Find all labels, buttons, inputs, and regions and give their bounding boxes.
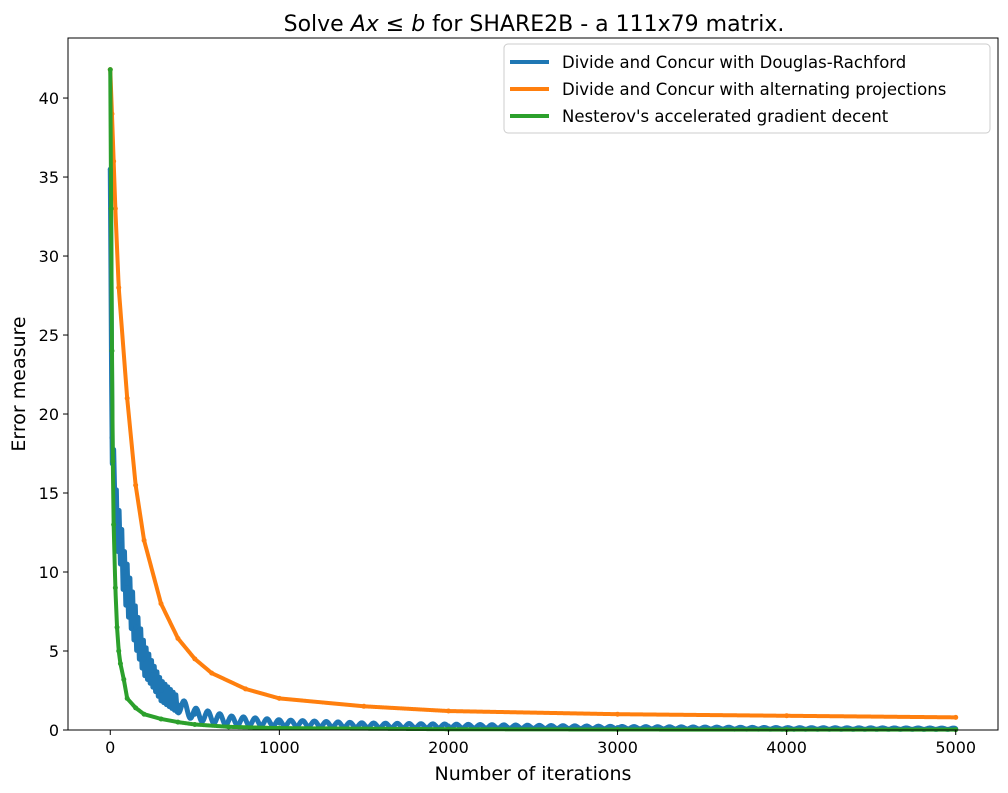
y-axis-ticks: 0 5 10 15 20 25 30 35 40 xyxy=(39,89,68,740)
data-point-alternating-projections xyxy=(158,601,164,607)
data-point-alternating-projections xyxy=(141,537,147,543)
y-tick-label: 25 xyxy=(39,326,59,345)
data-point-nesterov xyxy=(192,721,198,727)
data-point-alternating-projections xyxy=(784,713,790,719)
data-point-douglas-rachford xyxy=(158,688,164,693)
plot-lines xyxy=(107,67,959,733)
x-tick-label: 5000 xyxy=(935,738,976,757)
data-point-alternating-projections xyxy=(116,285,122,291)
data-point-douglas-rachford xyxy=(226,718,232,724)
x-tick-label: 1000 xyxy=(259,738,300,757)
legend-frame xyxy=(503,43,991,134)
data-point-douglas-rachford xyxy=(117,537,123,543)
data-point-nesterov xyxy=(226,724,232,730)
data-point-alternating-projections xyxy=(615,711,621,717)
x-tick-label: 0 xyxy=(105,738,115,757)
data-point-nesterov xyxy=(107,67,113,73)
y-tick-label: 0 xyxy=(49,721,59,740)
data-point-nesterov xyxy=(158,716,164,722)
data-point-alternating-projections xyxy=(175,635,181,641)
data-point-douglas-rachford xyxy=(361,722,367,728)
data-point-alternating-projections xyxy=(209,670,215,676)
data-point-nesterov xyxy=(114,624,120,630)
data-point-douglas-rachford xyxy=(141,656,147,662)
data-point-alternating-projections xyxy=(124,395,130,401)
data-point-nesterov xyxy=(116,648,122,654)
x-axis-ticks: 0 1000 2000 3000 4000 5000 xyxy=(105,730,976,757)
data-point-nesterov xyxy=(110,458,116,464)
data-point-nesterov xyxy=(111,522,117,528)
data-point-douglas-rachford xyxy=(124,585,130,591)
data-point-douglas-rachford xyxy=(150,672,156,678)
data-point-nesterov xyxy=(121,676,127,682)
y-tick-label: 30 xyxy=(39,247,59,266)
data-point-douglas-rachford xyxy=(121,569,127,575)
series-line-alternating-projections xyxy=(108,69,958,720)
x-tick-label: 2000 xyxy=(428,738,469,757)
plot-frame xyxy=(67,37,999,731)
data-point-douglas-rachford xyxy=(175,702,181,708)
series-line-nesterov xyxy=(108,69,958,732)
data-point-alternating-projections xyxy=(133,482,139,488)
legend: Divide and Concur with Douglas-Rachford … xyxy=(503,43,991,134)
x-axis-label: Number of iterations xyxy=(435,763,632,785)
chart-title: Solve Ax ≤ b for SHARE2B - a 111x79 matr… xyxy=(284,12,785,37)
legend-label-series-3: Nesterov's accelerated gradient decent xyxy=(562,107,889,126)
legend-label-series-2: Divide and Concur with alternating proje… xyxy=(562,80,946,99)
y-axis-label: Error measure xyxy=(8,316,30,451)
data-point-alternating-projections xyxy=(361,703,367,709)
y-tick-label: 20 xyxy=(39,405,59,424)
data-point-nesterov xyxy=(117,661,123,667)
data-point-nesterov xyxy=(109,348,115,354)
data-point-alternating-projections xyxy=(192,656,198,662)
data-point-alternating-projections xyxy=(112,206,118,212)
y-tick-label: 15 xyxy=(39,484,59,503)
y-tick-label: 35 xyxy=(39,168,59,187)
data-point-alternating-projections xyxy=(445,708,451,714)
y-tick-label: 10 xyxy=(39,563,59,582)
data-point-alternating-projections xyxy=(276,695,282,701)
data-point-nesterov xyxy=(276,725,282,731)
data-point-nesterov xyxy=(124,695,130,701)
y-tick-label: 40 xyxy=(39,89,59,108)
data-point-douglas-rachford xyxy=(276,720,282,726)
data-point-douglas-rachford xyxy=(133,624,139,630)
y-tick-label: 5 xyxy=(49,642,59,661)
data-point-alternating-projections xyxy=(953,714,959,720)
data-point-alternating-projections xyxy=(243,686,249,692)
data-point-nesterov xyxy=(133,705,139,711)
x-tick-label: 4000 xyxy=(766,738,807,757)
data-point-douglas-rachford xyxy=(192,711,198,717)
x-tick-label: 3000 xyxy=(597,738,638,757)
legend-label-series-1: Divide and Concur with Douglas-Rachford xyxy=(562,53,906,72)
data-point-nesterov xyxy=(175,719,181,725)
data-point-nesterov xyxy=(141,711,147,717)
data-point-nesterov xyxy=(108,206,114,212)
data-point-nesterov xyxy=(112,585,118,591)
series-line-douglas-rachford xyxy=(107,169,958,732)
